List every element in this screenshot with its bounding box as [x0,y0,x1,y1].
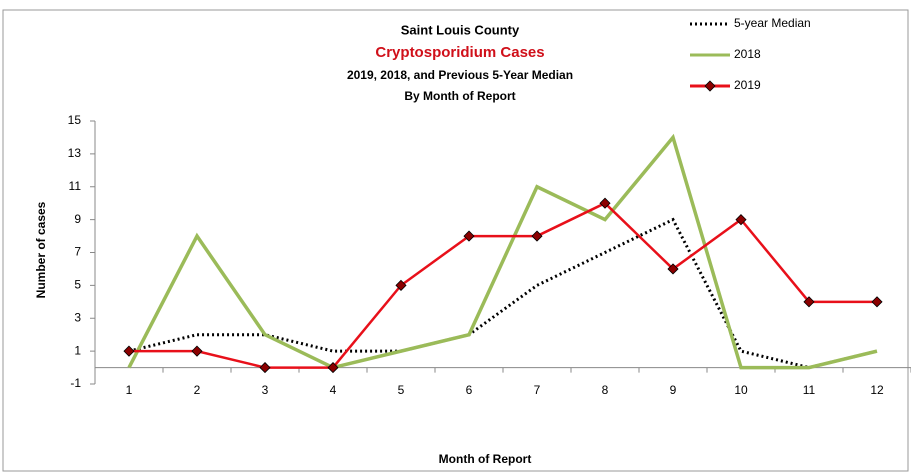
chart-title: Saint Louis County [401,22,520,37]
data-point [191,345,203,357]
y-tick-label: 5 [74,278,81,292]
chart-subtitle: 2019, 2018, and Previous 5-Year Median [347,68,573,82]
y-axis-label: Number of cases [34,201,48,298]
data-point [667,263,679,275]
y-tick-label: -1 [70,376,81,390]
x-axis-label: Month of Report [439,452,532,466]
x-tick-label: 9 [670,383,677,397]
chart-subtitle: By Month of Report [404,89,515,103]
x-tick-label: 3 [262,383,269,397]
data-point [735,214,747,226]
y-tick-label: 11 [69,179,82,193]
x-tick-label: 4 [330,383,337,397]
chart-subtitle: Cryptosporidium Cases [375,44,544,61]
legend-label: 2019 [734,78,761,92]
series-line [128,217,878,370]
x-tick-label: 7 [534,383,541,397]
data-point [531,230,543,242]
y-tick-label: 13 [68,146,82,160]
x-tick-label: 11 [803,383,816,397]
series-line [127,133,878,370]
x-tick-label: 1 [126,383,133,397]
x-tick-label: 12 [870,383,884,397]
data-point [871,296,883,308]
data-point [259,361,271,374]
y-tick-label: 1 [74,343,81,357]
data-point [599,197,611,209]
data-point [123,345,135,357]
x-tick-label: 10 [734,383,748,397]
legend-label: 2018 [734,47,761,61]
series-line [129,201,877,369]
data-point [327,361,339,374]
y-tick-label: 7 [74,245,81,259]
y-tick-label: 15 [68,113,82,127]
x-tick-label: 6 [466,383,473,397]
y-tick-label: 3 [74,310,81,324]
data-point [463,230,475,242]
data-point [803,296,815,308]
y-tick-label: 9 [74,212,81,226]
x-tick-label: 8 [602,383,609,397]
legend-label: 5-year Median [734,16,811,30]
legend-marker [704,80,716,92]
x-tick-label: 5 [398,383,405,397]
x-tick-label: 2 [194,383,201,397]
data-point [395,279,407,291]
